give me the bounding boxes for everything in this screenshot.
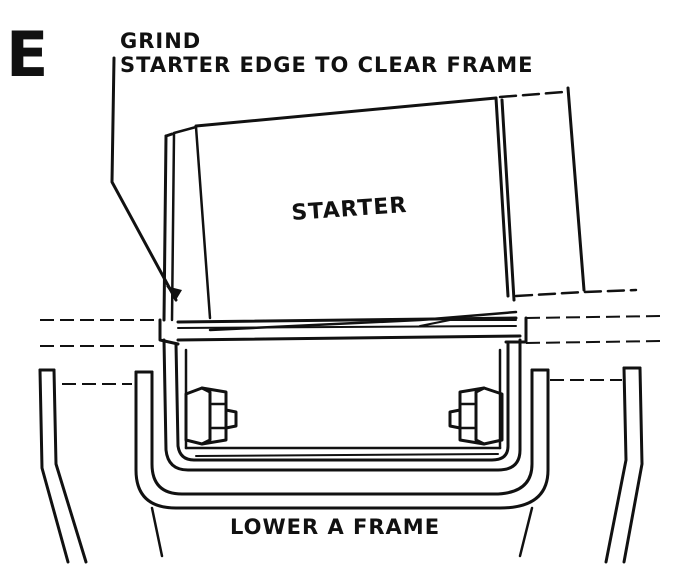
callout-line-2: STARTER EDGE TO CLEAR FRAME bbox=[120, 53, 534, 77]
lower-a-frame-label: LOWER A FRAME bbox=[230, 515, 440, 539]
starter-motor bbox=[162, 86, 638, 332]
callout-line-1: GRIND bbox=[120, 29, 201, 53]
right-bolt-nut bbox=[448, 386, 504, 446]
mounting-bracket bbox=[162, 338, 522, 472]
lower-a-frame bbox=[38, 366, 644, 564]
frame-reference-lines bbox=[40, 315, 663, 385]
starter-label: STARTER bbox=[291, 193, 409, 226]
left-bolt-nut bbox=[184, 386, 238, 446]
frame-rails bbox=[158, 316, 528, 346]
callout-leader bbox=[110, 56, 182, 302]
figure-letter: E bbox=[6, 18, 49, 91]
